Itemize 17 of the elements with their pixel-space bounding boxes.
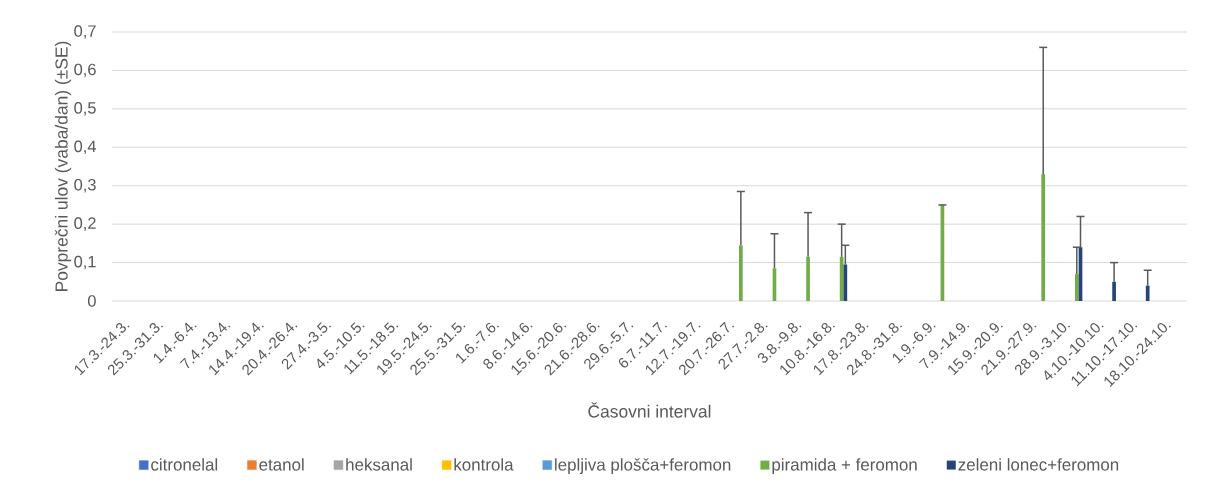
legend-label: zeleni lonec+feromon	[958, 458, 1119, 471]
y-tick-label: 0,3	[74, 178, 96, 193]
x-axis-title: Časovni interval	[588, 402, 711, 418]
legend-label: heksanal	[346, 458, 412, 471]
legend-label: lepljiva plošča+feromon	[555, 458, 731, 475]
y-tick-label: 0,7	[74, 25, 96, 39]
y-tick-label: 0,2	[74, 217, 96, 231]
y-tick-label: 0,6	[74, 63, 96, 78]
legend-label: etanol	[259, 458, 304, 471]
legend-label: kontrola	[454, 458, 514, 471]
y-tick-label: 0,1	[74, 255, 96, 270]
y-tick-label: 0	[87, 295, 96, 307]
y-tick-label: 0,4	[74, 140, 96, 155]
y-tick-label: 0,5	[74, 102, 96, 116]
y-axis-title: Povprečni ulov (vaba/dan) (±SE)	[54, 41, 72, 291]
legend-label: piramida + feromon	[772, 458, 917, 474]
legend-label: citronelal	[151, 458, 218, 471]
